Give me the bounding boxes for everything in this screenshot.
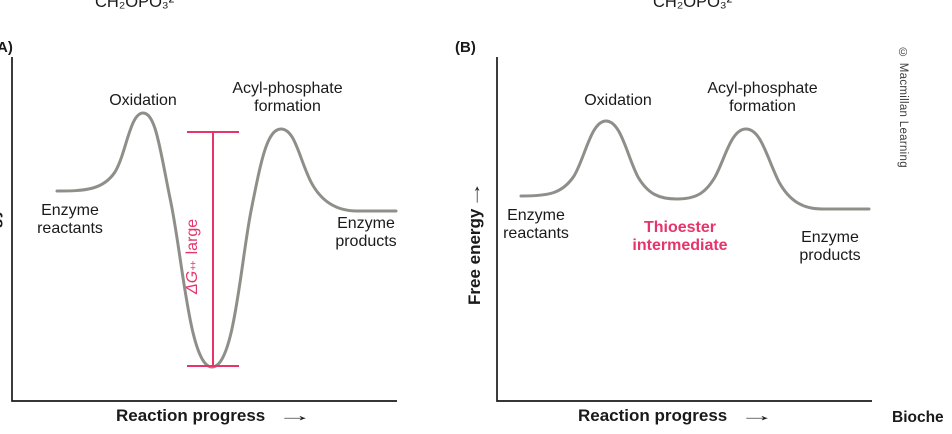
panel-b-y-axis-arrow-icon: → [465,181,484,209]
delta-g-text: large [184,218,201,259]
delta-g-symbol: ΔG [184,270,201,294]
panel-a-y-axis-text: Free energy [0,208,3,305]
panel-b-label: (B) [455,39,476,56]
panel-b-energy-curve [519,119,871,211]
panel-a-y-axis-label: Free energy → [0,168,4,323]
formula-left: CH₂OPO₃²⁻ [95,0,183,11]
panel-a-acyl-phosphate-label: Acyl-phosphate formation [232,80,343,115]
panel-b-x-axis-label: Reaction progress → [497,406,837,426]
panel-a-enzyme-reactants-label: Enzyme reactants [37,202,103,237]
panel-a-y-axis-arrow-icon: → [0,181,3,209]
panel-a-label: (A) [0,39,13,56]
panel-b-axes [496,57,872,402]
panel-b-x-axis-text: Reaction progress [578,406,728,425]
delta-g-dagger: ‡ [187,258,199,271]
panel-b-enzyme-reactants-label: Enzyme reactants [503,207,569,242]
formula-right: CH₂OPO₃²⁻ [653,0,741,11]
panel-b-x-axis-arrow-icon: → [739,406,775,425]
panel-a-x-axis-text: Reaction progress [116,406,266,425]
panel-a-axes [11,57,397,402]
delta-g-large-label: ΔG‡ large [184,186,202,326]
corner-book-title: Bioche [892,409,944,426]
delta-g-bracket [187,131,239,367]
panel-b-acyl-phosphate-label: Acyl-phosphate formation [707,80,818,115]
panel-a-oxidation-label: Oxidation [109,92,177,109]
panel-b-y-axis-label: Free energy → [465,168,485,323]
panel-a-enzyme-products-label: Enzyme products [335,215,397,250]
panel-a-x-axis-label: Reaction progress → [35,406,375,426]
macmillan-credit: © Macmillan Learning [897,47,909,168]
panel-b-enzyme-products-label: Enzyme products [799,229,861,264]
panel-b-y-axis-text: Free energy [465,208,484,305]
thioester-intermediate-label: Thioester intermediate [632,219,728,254]
panel-b-oxidation-label: Oxidation [584,92,652,109]
panel-a-x-axis-arrow-icon: → [277,406,313,425]
